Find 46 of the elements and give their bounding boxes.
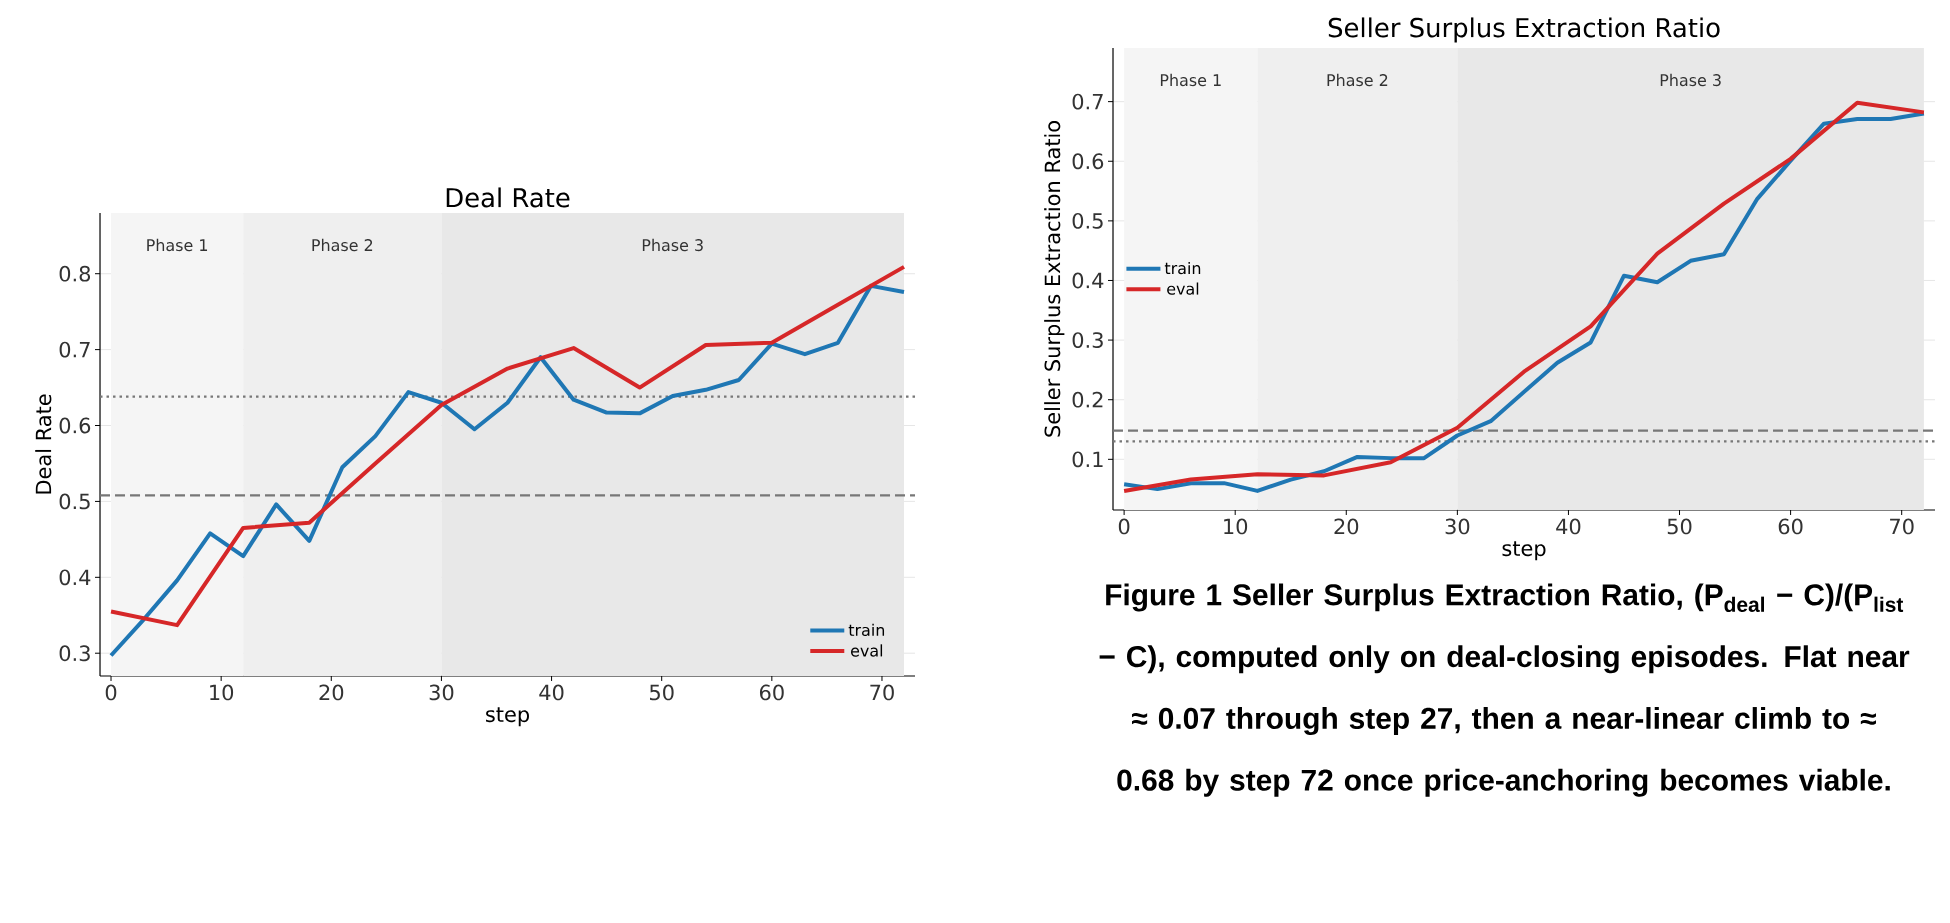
band-label: Phase 1 [147,238,208,252]
x-tick-label: 10 [1224,518,1248,535]
y-tick-label: 0.4 [1072,272,1104,289]
x-tick-label: 70 [870,684,894,701]
x-tick-label: 20 [319,684,344,701]
y-tick-label: 0.7 [59,341,90,358]
band-label: Phase 2 [312,238,373,252]
x-tick-label: 0 [105,684,117,701]
chart-title: Deal Rate [446,187,570,208]
y-tick-label: 0.1 [1072,451,1103,468]
chart-title: Seller Surplus Extraction Ratio [1328,17,1720,43]
band-label: Phase 3 [642,238,703,252]
y-tick-label: 0.5 [1072,212,1103,229]
y-axis-title: Deal Rate [35,394,52,494]
y-tick-label: 0.2 [1072,391,1103,408]
legend-label: train [848,623,885,637]
y-tick-label: 0.8 [59,265,91,282]
x-tick-label: 40 [539,684,564,701]
x-tick-label: 30 [1445,518,1470,535]
y-tick-label: 0.7 [1072,93,1103,110]
x-tick-label: 30 [429,684,454,701]
x-tick-label: 60 [1778,518,1803,535]
legend-label: train [1164,261,1201,275]
band-label: Phase 3 [1660,73,1721,87]
x-tick-label: 60 [759,684,784,701]
x-tick-label: 0 [1118,518,1130,535]
x-tick-label: 40 [1556,518,1581,535]
band-label: Phase 2 [1327,73,1388,87]
x-axis-title: step [1502,541,1546,561]
band-label: Phase 1 [1160,73,1221,87]
x-axis-title: step [486,707,529,727]
y-axis-title: Seller Surplus Extraction Ratio [1044,121,1065,437]
x-tick-label: 50 [1667,518,1692,535]
y-tick-label: 0.5 [59,493,90,510]
x-tick-label: 20 [1334,518,1359,535]
y-tick-label: 0.4 [59,569,91,586]
x-tick-label: 10 [210,684,234,701]
text: Figure 1 Seller Surplus Extraction Ratio, (P$_{deal}$ − C)/(P$_{list}$ − C), computed only on deal-closing episodes. Flat near ≈ 0.07 through step 27, then a near-linear climb to ≈ 0.68 by step 72 once price-anchoring becomes viable. [1099,583,1910,797]
y-tick-label: 0.3 [59,645,90,662]
legend-label: eval [1167,282,1199,295]
y-tick-label: 0.3 [1072,332,1103,348]
legend-label: eval [850,644,883,657]
y-tick-label: 0.6 [59,417,91,434]
x-tick-label: 70 [1890,518,1914,535]
y-tick-label: 0.6 [1072,153,1104,170]
x-tick-label: 50 [650,684,674,701]
